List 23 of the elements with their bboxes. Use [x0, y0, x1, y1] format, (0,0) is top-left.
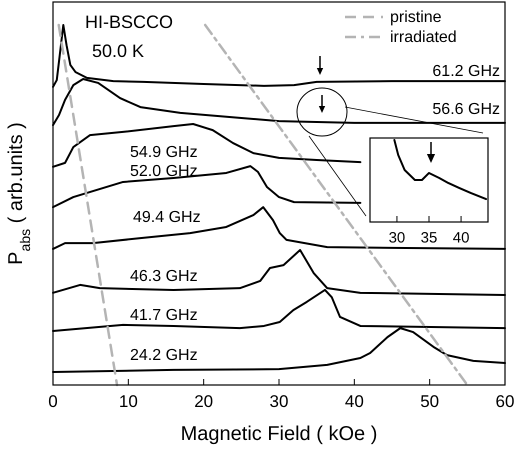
- series-label: 41.7 GHz: [130, 307, 198, 324]
- series-label: 61.2 GHz: [432, 63, 500, 80]
- x-tick-label: 0: [48, 392, 58, 412]
- annotation: 50.0 K: [92, 41, 144, 61]
- x-tick-label: 10: [118, 392, 138, 412]
- series-label: 52.0 GHz: [130, 163, 198, 180]
- series-label: 56.6 GHz: [432, 101, 500, 118]
- series-label: 24.2 GHz: [130, 347, 198, 364]
- x-tick-label: 30: [270, 392, 288, 412]
- x-axis-title: Magnetic Field ( kOe ): [180, 423, 378, 445]
- x-tick-label: 50: [420, 392, 440, 412]
- x-tick-label: 35: [420, 230, 438, 247]
- legend-label: pristine: [390, 9, 442, 26]
- x-tick-label: 60: [496, 392, 514, 412]
- x-tick-label: 40: [452, 230, 470, 247]
- series-label: 46.3 GHz: [130, 268, 198, 285]
- series-label: 49.4 GHz: [133, 209, 201, 226]
- x-tick-label: 30: [388, 230, 406, 247]
- annotation: HI-BSCCO: [85, 12, 174, 32]
- x-tick-label: 40: [344, 392, 364, 412]
- legend-label: irradiated: [390, 29, 457, 46]
- series-label: 54.9 GHz: [130, 144, 198, 161]
- x-tick-label: 20: [194, 392, 214, 412]
